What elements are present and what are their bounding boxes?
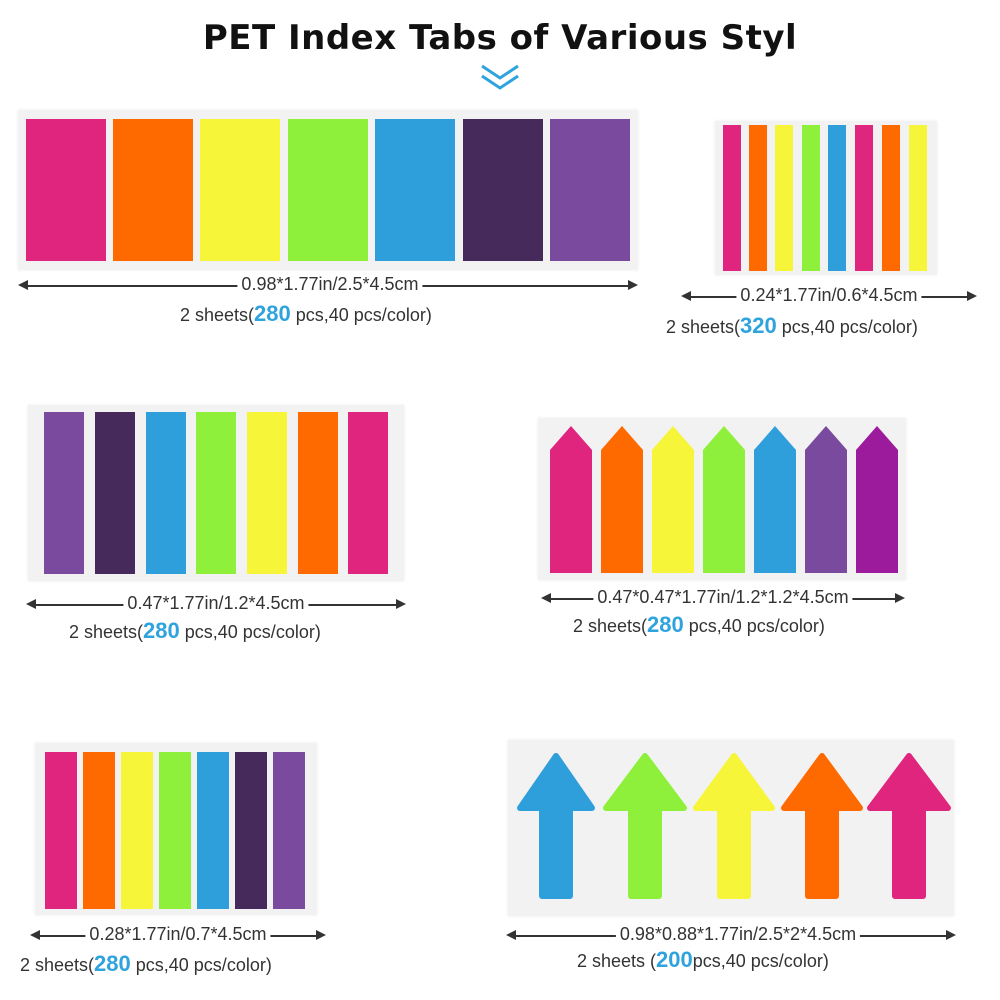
tab-dark-purple <box>235 752 267 909</box>
tab-magenta <box>348 412 388 574</box>
dimension-label: 0.47*0.47*1.77in/1.2*1.2*4.5cm <box>593 587 853 608</box>
tab-blue <box>146 412 186 574</box>
pointed-tab-blue <box>754 426 796 573</box>
dimension-arrow: 0.98*1.77in/2.5*4.5cm <box>18 274 638 296</box>
tab-dark-purple <box>463 119 543 261</box>
dimension-label: 0.47*1.77in/1.2*4.5cm <box>123 593 309 614</box>
piece-count: 280 <box>94 951 131 976</box>
tab-blue <box>375 119 455 261</box>
tab-yellow <box>775 125 793 271</box>
pointed-tabs <box>550 426 898 573</box>
pointed-tab-violet <box>856 426 898 573</box>
piece-count: 280 <box>254 301 291 326</box>
dimension-label: 0.24*1.77in/0.6*4.5cm <box>736 285 922 306</box>
tab-yellow <box>909 125 927 271</box>
tab-dark-purple <box>95 412 135 574</box>
dimension-arrow: 0.98*0.88*1.77in/2.5*2*4.5cm <box>506 924 956 946</box>
tab-green <box>196 412 236 574</box>
sheet-count-label: 2 sheets(280 pcs,40 pcs/color) <box>69 618 321 643</box>
tab-purple <box>44 412 84 574</box>
dimension-label: 0.98*1.77in/2.5*4.5cm <box>237 274 423 295</box>
tab-magenta <box>45 752 77 909</box>
piece-count: 200 <box>656 947 693 972</box>
sheet-count-label: 2 sheets(280 pcs,40 pcs/color) <box>20 951 272 976</box>
arrow-tab-blue <box>517 753 595 899</box>
pointed-tab-purple <box>805 426 847 573</box>
dimension-label: 0.28*1.77in/0.7*4.5cm <box>85 924 271 945</box>
tab-green <box>159 752 191 909</box>
product-narrow-tabs-card <box>35 743 317 915</box>
dimension-arrow: 0.47*0.47*1.77in/1.2*1.2*4.5cm <box>541 587 905 609</box>
double-chevron-down-icon <box>481 64 519 90</box>
tab-yellow <box>200 119 280 261</box>
tab-blue <box>828 125 846 271</box>
tab-blue <box>197 752 229 909</box>
arrow-tab-green <box>603 753 687 899</box>
pointed-tab-yellow <box>652 426 694 573</box>
page-title: PET Index Tabs of Various Styl <box>202 18 798 58</box>
sheet-count-label: 2 sheets (200pcs,40 pcs/color) <box>577 947 829 972</box>
pointed-tab-magenta <box>550 426 592 573</box>
product-wide-tabs-card <box>18 110 638 270</box>
dimension-label: 0.98*0.88*1.77in/2.5*2*4.5cm <box>615 924 861 945</box>
pointed-tab-green <box>703 426 745 573</box>
arrow-tab-yellow <box>693 753 775 899</box>
tab-magenta <box>26 119 106 261</box>
sheet-count-label: 2 sheets(320 pcs,40 pcs/color) <box>666 313 918 338</box>
dimension-arrow: 0.24*1.77in/0.6*4.5cm <box>681 285 977 307</box>
tab-green <box>288 119 368 261</box>
tab-magenta <box>855 125 873 271</box>
pointed-tab-orange <box>601 426 643 573</box>
tab-magenta <box>723 125 741 271</box>
tab-orange <box>882 125 900 271</box>
product-thin-tabs-card <box>715 121 937 275</box>
piece-count: 320 <box>740 313 777 338</box>
tab-purple <box>273 752 305 909</box>
arrow-tab-orange <box>781 753 863 899</box>
tab-purple <box>550 119 630 261</box>
tab-green <box>802 125 820 271</box>
dimension-arrow: 0.47*1.77in/1.2*4.5cm <box>26 593 406 615</box>
piece-count: 280 <box>143 618 180 643</box>
product-arrow-tabs-card <box>508 740 954 916</box>
tab-orange <box>749 125 767 271</box>
dimension-arrow: 0.28*1.77in/0.7*4.5cm <box>30 924 326 946</box>
arrow-tab-magenta <box>867 753 951 899</box>
arrow-tabs <box>517 753 951 899</box>
sheet-count-label: 2 sheets(280 pcs,40 pcs/color) <box>180 301 432 326</box>
tab-yellow <box>121 752 153 909</box>
tab-orange <box>83 752 115 909</box>
piece-count: 280 <box>647 612 684 637</box>
tab-orange <box>113 119 193 261</box>
sheet-count-label: 2 sheets(280 pcs,40 pcs/color) <box>573 612 825 637</box>
tab-yellow <box>247 412 287 574</box>
tab-orange <box>298 412 338 574</box>
product-medium-tabs-card <box>28 405 404 581</box>
product-pointed-tabs-card <box>538 418 906 580</box>
